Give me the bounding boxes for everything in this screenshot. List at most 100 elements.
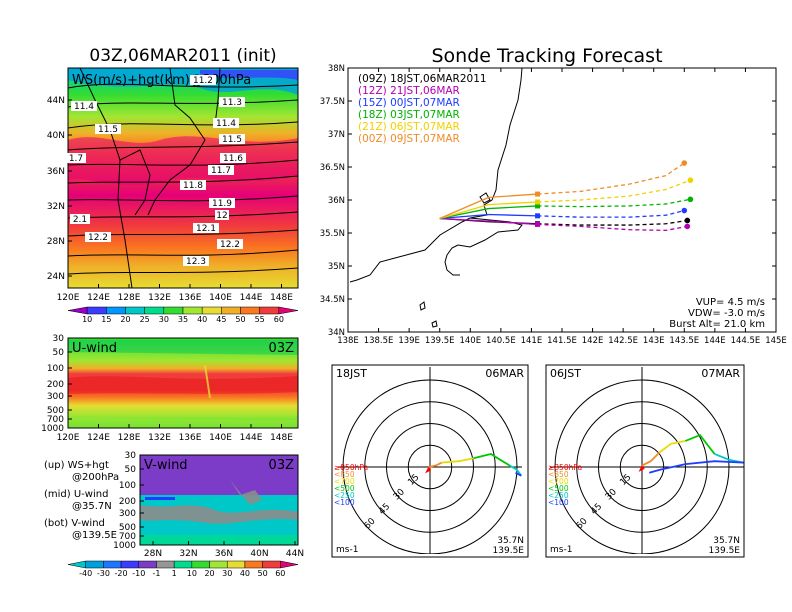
series-descent-line (537, 223, 688, 232)
param-line: VDW= -3.0 m/s (688, 308, 765, 319)
lat-tick-label: 44N (286, 549, 304, 559)
note-line: @200hPa (72, 472, 119, 483)
lon-tick-label: 148E (270, 433, 293, 443)
x-tick-label: 139E (398, 336, 420, 346)
contour-label: 12.3 (186, 257, 206, 267)
lon-tick-label: 120E (57, 293, 80, 303)
colorbar-tick-label: 60 (274, 315, 284, 324)
colorbar-tick-label: -40 (79, 569, 92, 578)
lon-tick-label: 148E (270, 293, 293, 303)
x-tick-label: 144.5E (731, 336, 761, 346)
hodograph-segment (658, 440, 686, 454)
colorbar-tick-label: 50 (235, 315, 245, 324)
hodograph-date-label: 06MAR (485, 367, 524, 380)
v-panel-label: V-wind (144, 458, 188, 473)
lat-tick-label: 28N (144, 549, 162, 559)
colorbar-swatch (163, 306, 184, 315)
contour-label: 11.5 (222, 135, 242, 145)
hodograph-unit: ms-1 (550, 545, 572, 555)
ws-overlays (68, 68, 298, 288)
v-lat-ticks: 28N 32N 36N 40N 44N (144, 541, 304, 559)
p-tick-label: 100 (119, 481, 136, 491)
p-tick-label: 700 (119, 532, 136, 542)
legend-entry: (15Z) 00JST,07MAR (358, 97, 460, 109)
lat-tick-label: 44N (47, 96, 65, 106)
hodograph-legend-entry: <250 (548, 491, 569, 500)
colorbar-swatch (221, 306, 241, 315)
contour-label: 11.4 (216, 119, 236, 129)
x-tick-label: 143E (643, 336, 665, 346)
colorbar-swatch (67, 560, 86, 569)
contour-label: 11.6 (223, 154, 243, 164)
p-tick-label: 50 (125, 465, 137, 475)
y-tick-label: 35N (328, 262, 345, 272)
contour-label: 11.4 (74, 102, 94, 112)
hodograph-lat: 35.7N (713, 536, 740, 546)
lon-tick-label: 132E (148, 433, 171, 443)
ws-colorbar: 10 15 20 25 30 35 40 45 50 55 60 (67, 306, 299, 324)
contour-label: 11.2 (193, 76, 213, 86)
p-tick-label: 200 (47, 380, 64, 390)
colorbar-swatch (191, 560, 210, 569)
p-tick-label: 200 (119, 497, 136, 507)
series-ascent-line (439, 201, 538, 220)
lon-tick-label: 140E (209, 433, 232, 443)
lon-tick-label: 120E (57, 433, 80, 443)
track-series (439, 160, 694, 232)
chart-title: Sonde Tracking Forecast (431, 45, 662, 67)
x-tick-label: 140.5E (486, 336, 516, 346)
hodograph-legend-entry: <100 (548, 498, 569, 507)
hodograph-lon: 139.5E (493, 546, 525, 556)
note-line: @35.7N (72, 501, 112, 512)
hodograph-label-bg (694, 366, 743, 380)
series-burst-marker (535, 199, 541, 205)
series-landing-point (687, 196, 694, 203)
x-tick-label: 141.5E (547, 336, 577, 346)
x-tick-label: 142E (582, 336, 604, 346)
series-burst-marker (535, 221, 541, 227)
param-line: Burst Alt= 21.0 km (669, 319, 765, 330)
hodograph-segment (428, 461, 443, 468)
contour-label-bg (70, 214, 90, 224)
colorbar-swatch (201, 306, 222, 315)
contour-label: 1.7 (69, 154, 83, 164)
series-ascent-line (439, 217, 538, 226)
colorbar-swatch (103, 560, 122, 569)
hodograph-segment (649, 460, 744, 474)
y-tick-label: 35.5N (320, 229, 345, 239)
v-colorbar: -40 -30 -20 -10 -1 1 10 20 30 40 50 60 (67, 560, 299, 578)
hodograph-legend-entry: <850 (548, 470, 569, 479)
colorbar-swatch (156, 560, 175, 569)
colorbar-tick-label: 10 (82, 315, 92, 324)
colorbar-tick-label: 55 (255, 315, 265, 324)
lat-tick-label: 40N (47, 131, 65, 141)
hodograph-time-label: 06JST (550, 367, 581, 380)
p-tick-label: 500 (47, 406, 64, 416)
note-line: @139.5E (72, 530, 117, 541)
x-tick-label: 140E (459, 336, 481, 346)
colorbar-tick-label: 35 (178, 315, 188, 324)
track-legend: (09Z) 18JST,06MAR2011(12Z) 21JST,06MAR(1… (358, 73, 487, 145)
colorbar-swatch (67, 306, 88, 315)
hodograph-legend-entry: <500 (334, 484, 355, 493)
p-tick-label: 700 (47, 415, 64, 425)
p-tick-label: 300 (47, 392, 64, 402)
hodograph-lon: 139.5E (709, 546, 741, 556)
colorbar-tick-label: 50 (258, 569, 268, 578)
x-tick-label: 141E (521, 336, 543, 346)
series-ascent-line (439, 205, 538, 220)
panel-notes: (up) WS+hgt@200hPa (mid) U-wind@35.7N (bot… (44, 460, 119, 541)
hodograph-segment (473, 452, 511, 467)
series-burst-marker (535, 191, 541, 197)
x-tick-label: 138E (337, 336, 359, 346)
contour-label-bg (208, 165, 234, 175)
colorbar-swatch (262, 560, 281, 569)
hodograph-legend-entry: ≥850hPa (548, 463, 582, 472)
series-burst-marker (535, 213, 541, 219)
note-line: (mid) U-wind (44, 489, 108, 500)
hodograph-unit: ms-1 (336, 545, 358, 555)
lat-tick-label: 36N (47, 167, 65, 177)
